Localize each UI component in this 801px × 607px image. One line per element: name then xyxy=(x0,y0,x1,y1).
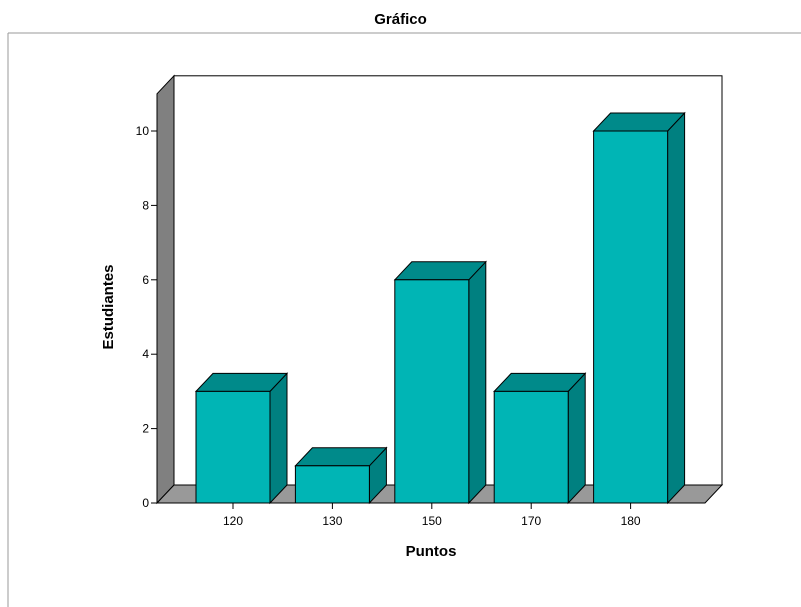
bar-side xyxy=(269,372,288,505)
bar-front xyxy=(294,465,370,504)
bar-170 xyxy=(493,372,587,505)
y-tick-label: 4 xyxy=(142,347,149,361)
bar-front xyxy=(195,390,271,504)
bar-180 xyxy=(592,111,686,505)
y-tick-label: 6 xyxy=(142,273,149,287)
x-tick-label: 170 xyxy=(521,514,541,528)
bar-side xyxy=(468,260,487,505)
y-axis-label: Estudiantes xyxy=(100,264,117,349)
x-axis-label: Puntos xyxy=(406,543,457,560)
bar-front xyxy=(493,390,569,504)
y-tick-label: 10 xyxy=(136,124,150,138)
bar-side xyxy=(667,111,686,505)
y-tick-label: 2 xyxy=(142,422,149,436)
y-tick-label: 8 xyxy=(142,198,149,212)
bar-front xyxy=(593,130,669,504)
chart-axes: 0 2 4 6 8 10 120 130 150 170 180 xyxy=(136,93,641,528)
x-tick-label: 120 xyxy=(223,514,243,528)
x-tick-label: 150 xyxy=(422,514,442,528)
bar-front xyxy=(394,279,470,504)
bar-side xyxy=(567,372,586,505)
x-tick-label: 180 xyxy=(621,514,641,528)
y-tick-label: 0 xyxy=(142,496,149,510)
left-wall xyxy=(156,74,175,505)
bar-130 xyxy=(294,446,388,505)
bar-150 xyxy=(393,260,487,505)
x-tick-label: 130 xyxy=(322,514,342,528)
chart-title: Gráfico xyxy=(374,11,427,28)
bar-120 xyxy=(194,372,289,505)
